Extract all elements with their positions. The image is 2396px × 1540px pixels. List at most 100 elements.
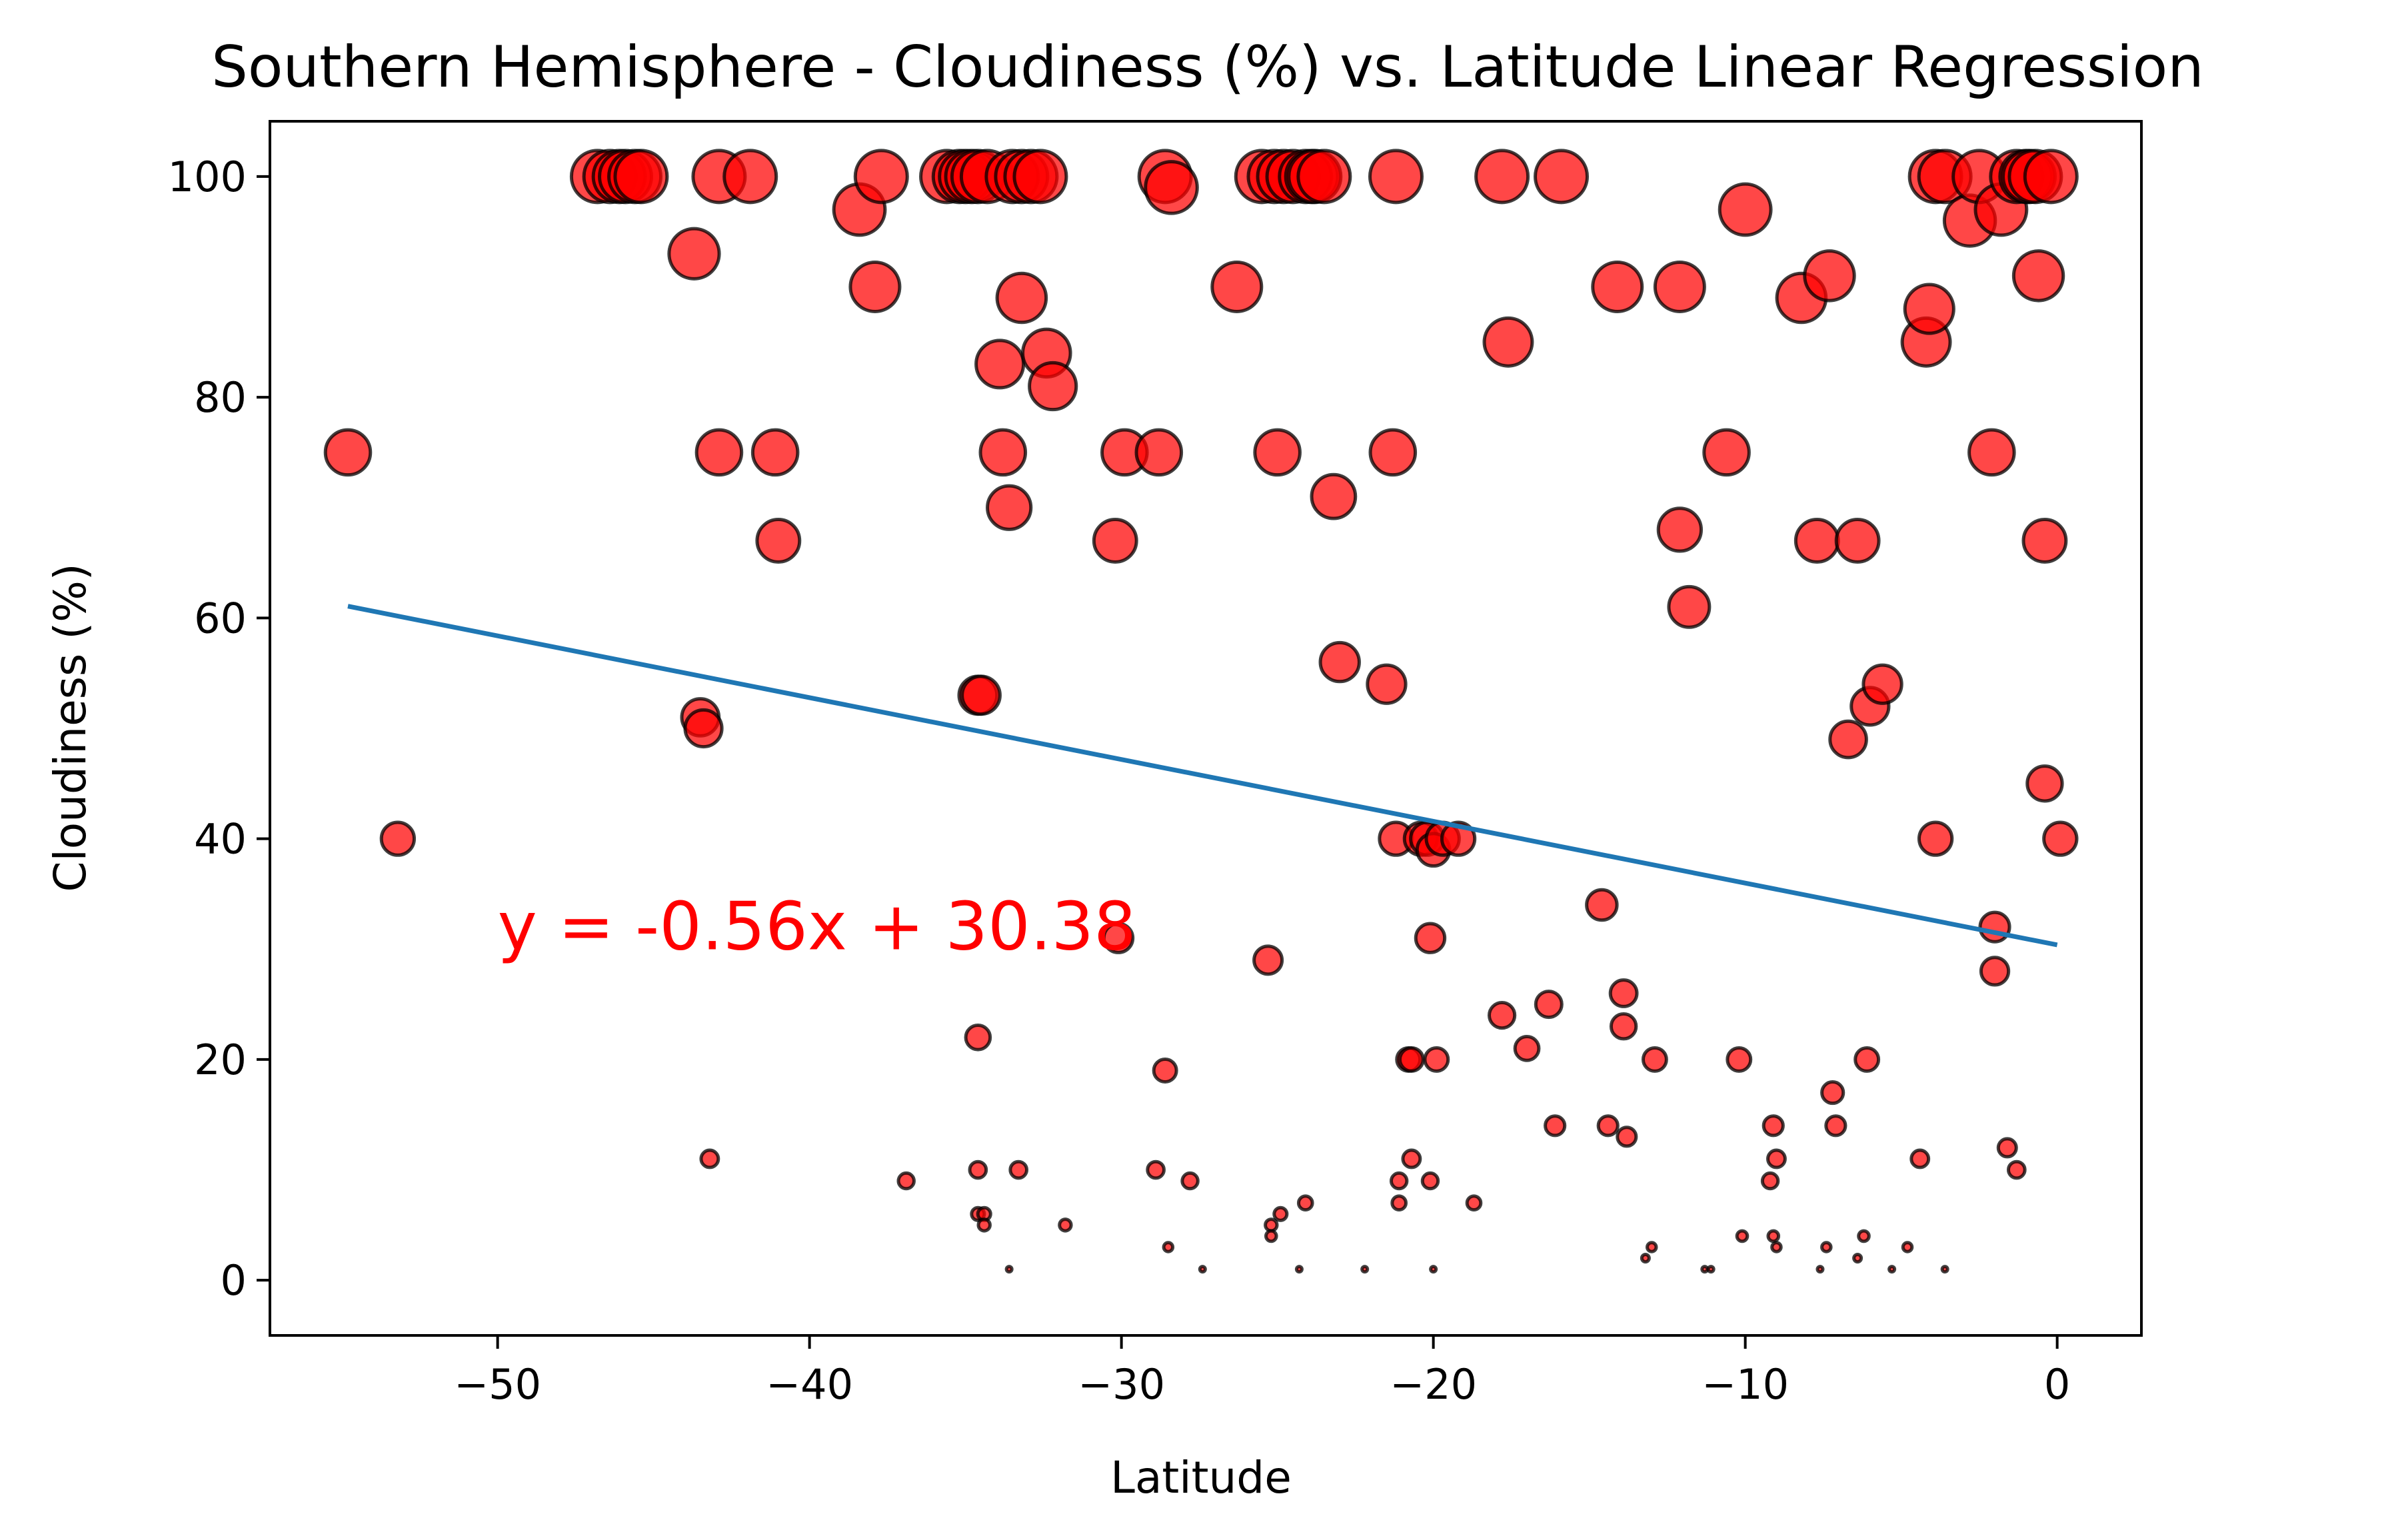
data-point — [1591, 260, 1644, 313]
data-point — [1853, 1046, 1881, 1073]
data-point — [1198, 1265, 1207, 1274]
data-point — [1667, 584, 1712, 629]
data-point — [978, 428, 1028, 477]
regression-line — [347, 604, 2058, 948]
data-point — [1294, 1265, 1304, 1274]
y-tick-label: 100 — [168, 153, 247, 201]
y-tick-label: 20 — [194, 1036, 247, 1084]
data-point — [1296, 1194, 1314, 1212]
data-point — [1534, 149, 1590, 205]
data-point — [1815, 1265, 1825, 1274]
data-point — [1996, 1137, 2018, 1159]
data-point — [1834, 517, 1881, 564]
data-point — [1152, 1057, 1178, 1084]
data-point — [1861, 663, 1903, 705]
y-tick-label: 40 — [194, 815, 247, 864]
data-point — [976, 1217, 992, 1233]
data-point — [1641, 1046, 1668, 1073]
data-point — [1210, 260, 1264, 313]
y-axis: 0 20 40 60 80 100 — [168, 153, 270, 1305]
data-point — [974, 339, 1026, 390]
data-point — [1596, 1114, 1620, 1138]
axes-frame — [269, 120, 2143, 1337]
data-point — [1390, 1194, 1408, 1212]
data-point — [1794, 517, 1840, 564]
data-point — [1474, 149, 1530, 205]
data-point — [1766, 1229, 1781, 1243]
data-point — [1616, 1126, 1638, 1148]
x-tick-label: 0 — [2044, 1360, 2070, 1409]
data-point — [694, 428, 744, 477]
data-point — [379, 820, 417, 857]
data-point — [964, 1023, 992, 1052]
data-point — [1134, 428, 1184, 477]
x-axis: −50 −40 −30 −20 −10 0 — [454, 1335, 2070, 1409]
data-point — [1440, 820, 1477, 857]
x-tick-label: −50 — [454, 1360, 541, 1409]
data-point — [1828, 719, 1868, 760]
x-tick-label: −20 — [1390, 1360, 1477, 1409]
data-point — [1028, 361, 1078, 412]
data-point — [1366, 663, 1408, 705]
data-point — [1401, 1148, 1422, 1169]
data-point — [1770, 1241, 1783, 1253]
data-point — [1824, 1114, 1847, 1138]
data-point — [896, 1171, 916, 1191]
data-point — [1398, 1046, 1425, 1073]
data-point — [1820, 1241, 1833, 1253]
data-point — [1144, 160, 1199, 215]
data-point — [1820, 1080, 1845, 1106]
data-point — [1102, 922, 1135, 954]
data-point — [1420, 1171, 1440, 1191]
x-tick-label: −30 — [1078, 1360, 1165, 1409]
data-point — [1766, 1148, 1787, 1169]
data-point — [1887, 1265, 1897, 1274]
data-point — [986, 484, 1033, 531]
y-tick-label: 0 — [221, 1256, 247, 1305]
data-point — [1058, 1217, 1073, 1233]
data-point — [2021, 517, 2068, 564]
data-point — [848, 260, 902, 313]
data-point — [1534, 990, 1564, 1020]
chart-title: Southern Hemisphere - Cloudiness (%) vs.… — [211, 34, 2203, 101]
data-point — [1979, 956, 2011, 987]
x-tick-label: −40 — [766, 1360, 853, 1409]
data-point — [1465, 1194, 1483, 1212]
data-point — [613, 149, 669, 205]
data-point — [1726, 1046, 1753, 1073]
data-point — [2025, 764, 2064, 803]
data-point — [1656, 506, 1704, 553]
data-point — [1585, 888, 1619, 922]
data-point — [1706, 1265, 1716, 1274]
data-point — [1803, 249, 1856, 303]
data-point — [995, 271, 1048, 325]
data-point — [2011, 249, 2065, 303]
data-point — [1608, 978, 1639, 1008]
data-point — [1012, 149, 1068, 205]
data-point — [1368, 149, 1424, 205]
data-point — [1264, 1217, 1279, 1233]
data-point — [1146, 1159, 1166, 1180]
data-point — [1296, 149, 1352, 205]
data-point — [1718, 182, 1773, 237]
data-point — [1762, 1114, 1785, 1138]
x-tick-label: −10 — [1702, 1360, 1789, 1409]
data-point — [1903, 283, 1955, 335]
data-point — [1180, 1171, 1200, 1191]
data-point — [1318, 640, 1361, 684]
data-point — [1852, 1253, 1863, 1264]
data-point — [750, 428, 800, 477]
data-point — [1092, 517, 1138, 564]
data-point — [1310, 472, 1358, 520]
data-point — [1360, 1265, 1370, 1274]
data-point — [1272, 1205, 1289, 1222]
data-point — [1857, 1229, 1871, 1243]
data-point — [683, 708, 724, 749]
data-point — [1429, 1265, 1438, 1274]
data-point — [323, 428, 373, 477]
data-point — [1640, 1253, 1651, 1264]
data-point — [755, 517, 802, 564]
data-point — [1482, 316, 1534, 368]
